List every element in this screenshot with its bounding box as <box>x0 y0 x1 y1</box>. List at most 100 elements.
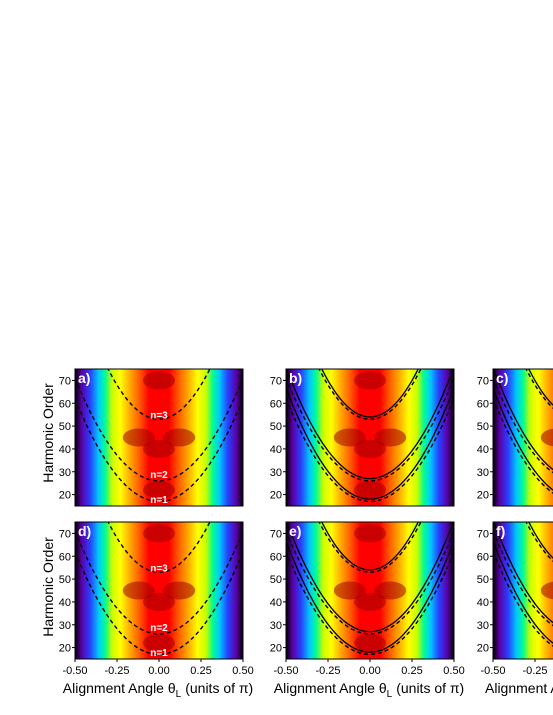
dashed-curve-n2 <box>286 530 454 635</box>
y-tick-label: 20 <box>477 490 489 502</box>
y-tick-label: 40 <box>477 444 489 456</box>
x-tick-label: -0.50 <box>273 665 298 677</box>
intensity-blob <box>354 371 386 390</box>
dashed-curve-n2 <box>75 530 243 635</box>
dashed-curve-n2 <box>493 377 553 474</box>
intensity-blob <box>354 634 386 653</box>
panel-letter: b) <box>289 370 302 386</box>
order-label-n=2: n=2 <box>150 623 168 634</box>
x-axis-title-text-col0: Alignment Angle θ <box>63 680 176 696</box>
y-tick-label: 30 <box>270 620 282 632</box>
intensity-blob <box>374 581 407 600</box>
y-tick-label: 60 <box>59 551 71 563</box>
y-tick-label: 50 <box>59 574 71 586</box>
panel-frame <box>74 368 244 507</box>
order-label-n=1: n=1 <box>150 495 168 506</box>
x-axis-title-units-col1: (units of π) <box>396 680 464 696</box>
x-axis-title-sub-col1: L <box>387 689 393 700</box>
y-tick-label: 20 <box>59 643 71 655</box>
x-tick-label: 0.25 <box>190 665 211 677</box>
x-axis-title-col0: Alignment Angle θL (units of π) <box>63 680 253 700</box>
panel-letter: e) <box>289 523 301 539</box>
x-axis-title-text-col1: Alignment Angle θ <box>274 680 387 696</box>
intensity-blob <box>354 524 386 543</box>
intensity-blob <box>143 592 175 611</box>
intensity-blob <box>354 481 386 500</box>
y-tick-label: 60 <box>477 551 489 563</box>
panel-a: n=3 n=2 n=1 a) 20 30 40 50 60 70 <box>59 368 244 507</box>
panel-frame <box>492 368 553 507</box>
panel-letter: a) <box>78 370 90 386</box>
y-tick-label: 60 <box>59 398 71 410</box>
dashed-curve-n2 <box>493 530 553 627</box>
y-tick-label: 70 <box>477 528 489 540</box>
intensity-blob <box>163 581 196 600</box>
dashed-curve-n1 <box>493 551 553 647</box>
y-tick-label: 30 <box>59 467 71 479</box>
x-tick-label: -0.25 <box>522 665 547 677</box>
order-label-n=1: n=1 <box>150 648 168 659</box>
intensity-blob <box>143 524 175 543</box>
solid-curve-n2 <box>493 522 553 624</box>
y-tick-label: 50 <box>477 574 489 586</box>
x-tick-label: -0.50 <box>62 665 87 677</box>
x-tick-label: 0.25 <box>401 665 422 677</box>
intensity-blob <box>333 581 366 600</box>
order-label-n=3: n=3 <box>150 411 168 422</box>
solid-curve-n2 <box>286 522 454 633</box>
intensity-blob <box>122 581 155 600</box>
x-axis-title-col1: Alignment Angle θL (units of π) <box>274 680 464 700</box>
heatmap-area <box>286 369 454 506</box>
solid-curve-n1 <box>493 387 553 491</box>
solid-curve-n3 <box>321 522 419 571</box>
intensity-blob <box>540 428 553 447</box>
y-tick-label: 60 <box>270 551 282 563</box>
solid-curve-n2 <box>286 369 454 480</box>
dashed-curve-n1 <box>286 398 454 503</box>
panel-c: c) 20 30 40 50 60 70 <box>477 368 553 507</box>
panel-letter: d) <box>78 523 91 539</box>
order-label-n=3: n=3 <box>150 564 168 575</box>
y-tick-label: 70 <box>477 375 489 387</box>
y-tick-label: 30 <box>477 620 489 632</box>
intensity-blob <box>333 428 366 447</box>
heatmap-area: n=3 n=2 n=1 <box>75 369 243 506</box>
solid-curve-n1 <box>493 540 553 644</box>
panel-letter: f) <box>496 523 505 539</box>
y-tick-label: 70 <box>270 528 282 540</box>
x-axis-title-text-col2: Alignment Angle θ <box>485 680 553 696</box>
y-tick-label: 50 <box>270 421 282 433</box>
y-tick-label: 20 <box>270 643 282 655</box>
heatmap-area <box>493 522 553 659</box>
solid-curve-n3 <box>321 369 419 418</box>
x-axis-title-col2: Alignment Angle θL(units of π) <box>485 680 553 700</box>
intensity-blob <box>143 439 175 458</box>
y-tick-label: 50 <box>59 421 71 433</box>
y-tick-label: 30 <box>477 467 489 479</box>
y-tick-label: 30 <box>59 620 71 632</box>
heatmap-area: n=3 n=2 n=1 <box>75 522 243 659</box>
dashed-curve-n2 <box>286 377 454 482</box>
y-tick-label: 30 <box>270 467 282 479</box>
dashed-curve-n1 <box>493 398 553 494</box>
axis-labels-group: Harmonic Order Harmonic Order Alignment … <box>40 383 553 700</box>
x-tick-label: 0.00 <box>148 665 169 677</box>
intensity-blob <box>163 428 196 447</box>
heatmap-area <box>286 522 454 659</box>
panel-d: n=3 n=2 n=1 d) 20 30 40 50 60 70 -0.50 -0.25 0.00 0.2… <box>59 521 254 677</box>
order-label-n=2: n=2 <box>150 470 168 481</box>
panels-group: n=3 n=2 n=1 a) 20 30 40 50 60 70 b) 20 30 40 50 60 70 c) 2… <box>59 368 553 677</box>
y-tick-label: 70 <box>270 375 282 387</box>
x-tick-label: -0.25 <box>104 665 129 677</box>
y-tick-label: 40 <box>270 597 282 609</box>
solid-curve-n1 <box>286 540 454 653</box>
x-tick-label: 0.00 <box>359 665 380 677</box>
y-tick-label: 70 <box>59 528 71 540</box>
y-tick-label: 40 <box>477 597 489 609</box>
panel-e: e) 20 30 40 50 60 70 -0.50 -0.25 0.00 0.25 0.50 <box>270 521 465 677</box>
y-axis-title-bottom: Harmonic Order <box>40 537 56 637</box>
dashed-curve-n1 <box>75 551 243 656</box>
intensity-blob <box>374 428 407 447</box>
x-tick-label: -0.50 <box>480 665 505 677</box>
